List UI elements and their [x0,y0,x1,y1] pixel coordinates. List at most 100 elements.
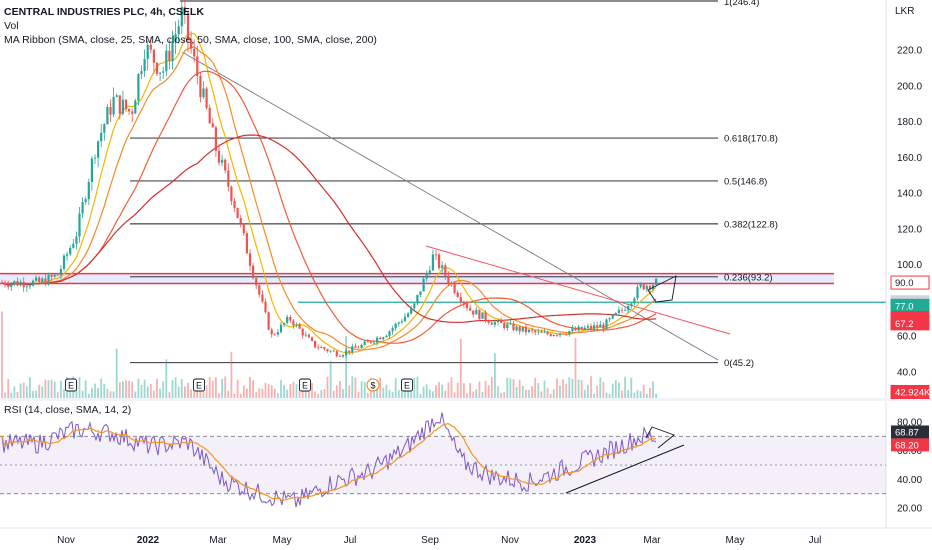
candle-body [543,332,546,334]
rsi-line [1,412,657,508]
volume-bar [81,390,84,398]
earnings-marker [401,378,413,392]
price-tick-label: 60.0 [897,332,917,343]
volume-bar [624,376,626,398]
rsi-badge-label: 68.87 [895,427,919,438]
candle-body [159,72,162,74]
price-badge: 67.2 [890,316,930,331]
volume-bar [270,385,273,398]
time-tick-label: Nov [501,535,519,546]
volume-bar [363,381,366,398]
candle-body [236,207,239,219]
volume-bar [435,385,437,398]
candle-body [19,281,22,286]
volume-bar [187,382,189,398]
rsi-tick-label: 20.00 [897,504,922,515]
rsi-legend: RSI (14, close, SMA, 14, 2) [4,404,132,416]
candle-body [320,347,323,348]
volume-bar [490,376,493,398]
candle-body [25,286,28,288]
volume-bar [366,392,369,398]
candle-body [90,158,93,182]
candle-body [168,50,171,62]
volume-bar [184,386,186,398]
volume-bar [277,393,279,398]
earnings-marker-label: E [302,381,308,391]
candle-body [568,331,571,335]
candle-body [193,48,196,57]
candle-body [515,326,518,331]
earnings-marker-label: E [68,381,74,391]
candle-body [345,350,348,356]
candle-body [239,218,242,224]
volume-bar [78,377,81,398]
candle-body [298,324,301,329]
candle-body [134,100,137,114]
candle-body [453,283,456,293]
fib-level-label: 0.236(93.2) [724,272,773,283]
volume-bar [587,384,589,398]
volume-bar [481,391,484,398]
volume-bar [19,383,22,398]
volume-bar [565,383,568,398]
time-tick-label: May [726,535,745,546]
volume-bar [261,388,264,398]
volume-bar [556,378,558,398]
candle-body [549,334,552,336]
candle-body [351,346,354,353]
resistance-zone [0,273,834,284]
candle-body [348,350,351,353]
candle-body [87,181,90,200]
volume-bar [87,393,90,398]
volume-bar [227,390,230,398]
candle-body [121,99,124,114]
candle-body [329,350,332,352]
candle-body [214,127,217,151]
volume-bar [645,393,648,398]
volume-bar [22,382,25,398]
volume-bar [41,386,44,398]
volume-bar [314,391,316,398]
volume-bar [487,385,490,398]
volume-bar [441,384,444,398]
candle-body [335,351,338,357]
candle-body [475,309,478,315]
candle-body [363,341,366,345]
volume-bar [472,391,475,398]
volume-bar [543,380,546,398]
candle-body [38,277,41,283]
candle-body [537,331,540,333]
rsi-sma-line [1,422,657,502]
volume-bar [602,382,605,398]
volume-bar [546,387,549,398]
candle-body [255,278,258,286]
pane-divider [0,398,932,401]
volume-bar [596,385,599,398]
candle-body [605,319,608,329]
candle-body [47,274,50,285]
price-tick-label: 120.0 [897,224,922,235]
candle-body [410,308,413,314]
volume-bar [112,391,115,398]
candle-body [131,111,134,114]
volume-bar [608,393,611,398]
candle-body [354,346,357,348]
volume-bar [246,388,248,398]
volume-bar [7,379,10,398]
candle-body [183,6,186,13]
volume-bar [521,385,524,398]
candle-body [617,309,620,313]
volume-bar [518,379,521,398]
candle-body [140,71,143,75]
volume-bar [503,392,506,398]
candle-body [527,329,531,333]
candle-body [81,202,84,214]
volume-bar [221,379,223,398]
candle-body [13,280,16,284]
candle-body [217,150,221,163]
fib-level-label: 0.618(170.8) [724,134,778,145]
volume-bar [326,376,329,398]
candle-body [620,309,624,311]
candle-body [450,283,453,284]
